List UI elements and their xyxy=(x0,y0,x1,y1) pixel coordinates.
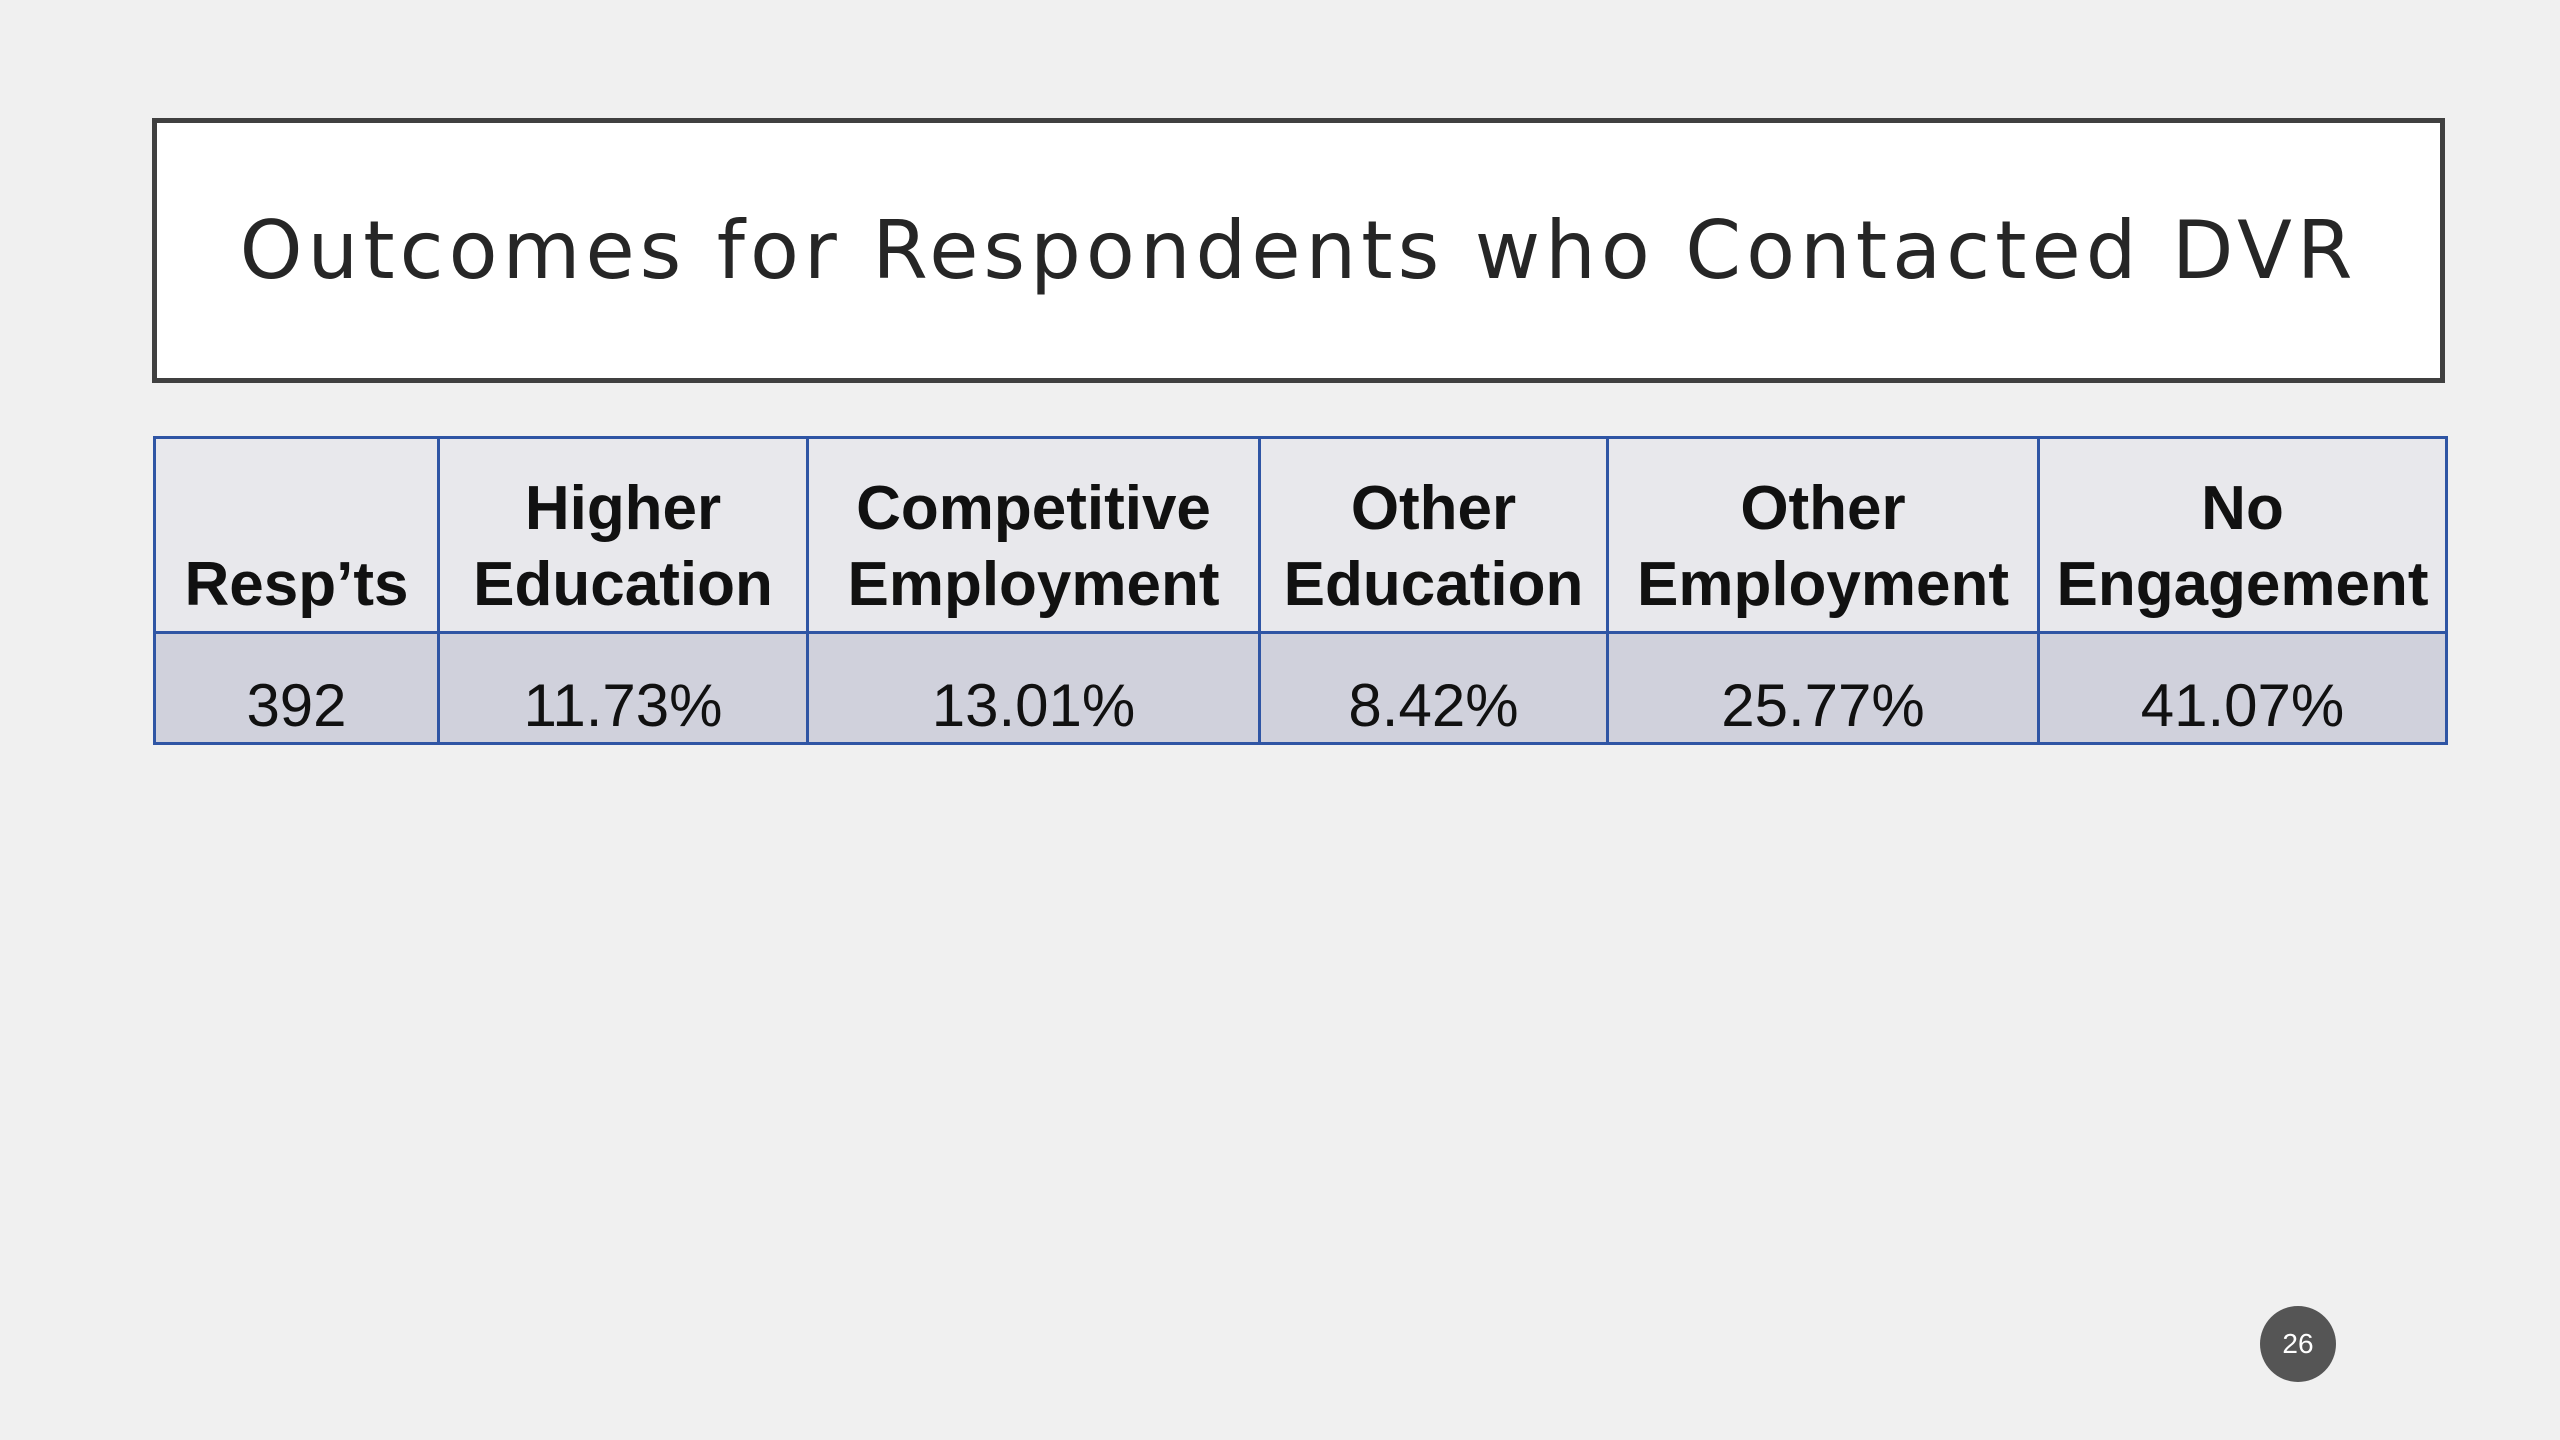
table-cell: 392 xyxy=(153,631,440,745)
column-header: Other Employment xyxy=(1606,436,2040,634)
table-row: 392 11.73% 13.01% 8.42% 25.77% 41.07% xyxy=(153,631,2448,745)
outcomes-table: Resp’ts Higher Education Competitive Emplo… xyxy=(153,436,2448,745)
column-header: Competitive Employment xyxy=(806,436,1261,634)
column-header: Resp’ts xyxy=(153,436,440,634)
page-number: 26 xyxy=(2260,1306,2336,1382)
table-cell: 8.42% xyxy=(1258,631,1609,745)
table-body: 392 11.73% 13.01% 8.42% 25.77% 41.07% xyxy=(153,631,2448,745)
column-header: Higher Education xyxy=(437,436,809,634)
table-cell: 13.01% xyxy=(806,631,1261,745)
column-header: No Engagement xyxy=(2037,436,2448,634)
header-row: Resp’ts Higher Education Competitive Emplo… xyxy=(153,436,2448,634)
table-cell: 25.77% xyxy=(1606,631,2040,745)
column-header: Other Education xyxy=(1258,436,1609,634)
slide-title: Outcomes for Respondents who Contacted D… xyxy=(239,204,2358,297)
table-cell: 11.73% xyxy=(437,631,809,745)
title-box: Outcomes for Respondents who Contacted D… xyxy=(152,118,2445,383)
table-cell: 41.07% xyxy=(2037,631,2448,745)
